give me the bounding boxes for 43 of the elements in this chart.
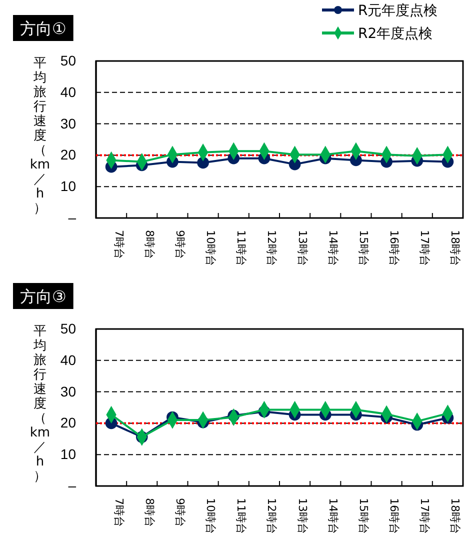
y-tick-label: 50 <box>60 52 76 68</box>
x-tick-label: 9時台 <box>173 230 186 259</box>
text: 平均旅行速度（km／h） <box>30 56 50 216</box>
text: 平均旅行速度（km／h） <box>30 324 50 484</box>
x-tick-label: 8時台 <box>142 230 156 259</box>
x-tick-label: 10時台 <box>204 230 218 266</box>
x-tick-label: 11時台 <box>234 498 248 533</box>
x-tick-label: 7時台 <box>112 498 126 527</box>
x-tick-label: 11時台 <box>234 230 248 266</box>
x-tick-label: 13時台 <box>296 498 309 533</box>
y-tick-label: 50 <box>60 320 76 336</box>
y-tick-label: 30 <box>60 115 76 132</box>
x-tick-label: 18時台 <box>448 498 462 533</box>
x-tick-label: 10時台 <box>204 498 218 533</box>
chart-title: 方向③ <box>20 287 66 306</box>
x-tick-label: 14時台 <box>326 498 340 533</box>
y-tick-label: 20 <box>60 414 76 431</box>
legend-label: R元年度点検 <box>358 3 438 19</box>
x-tick-label: 7時台 <box>112 230 126 259</box>
y-tick-label: 20 <box>60 146 76 163</box>
y-tick-label: – <box>68 209 76 226</box>
legend-label: R2年度点検 <box>358 26 433 42</box>
x-tick-label: 16時台 <box>388 230 401 266</box>
x-tick-label: 12時台 <box>265 230 278 266</box>
x-tick-label: 12時台 <box>265 498 278 533</box>
point <box>197 156 209 169</box>
x-tick-label: 15時台 <box>356 498 370 533</box>
y-tick-label: 10 <box>60 178 76 194</box>
x-tick-label: 13時台 <box>296 230 309 266</box>
x-tick-label: 16時台 <box>388 498 401 533</box>
x-tick-label: 18時台 <box>448 230 462 266</box>
x-tick-label: 17時台 <box>418 230 432 266</box>
y-tick-label: 30 <box>60 383 76 400</box>
y-tick-label: 40 <box>60 352 76 368</box>
x-tick-label: 9時台 <box>173 498 186 527</box>
y-tick-label: – <box>68 477 76 494</box>
x-tick-label: 14時台 <box>326 230 340 266</box>
y-tick-label: 10 <box>60 446 76 462</box>
y-tick-label: 40 <box>60 84 76 100</box>
chart-title: 方向① <box>20 19 66 38</box>
x-tick-label: 15時台 <box>356 230 370 266</box>
x-tick-label: 8時台 <box>142 498 156 527</box>
x-tick-label: 17時台 <box>418 498 432 533</box>
